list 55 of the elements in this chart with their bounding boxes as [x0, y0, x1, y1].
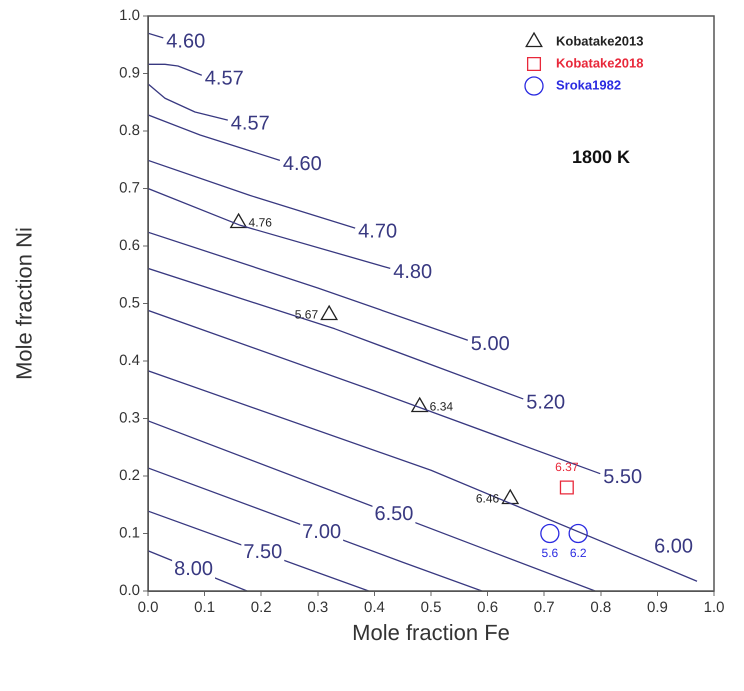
y-tick-label: 0.2 — [119, 467, 140, 484]
y-tick-label: 1.0 — [119, 7, 140, 24]
y-tick-label: 0.5 — [119, 294, 140, 312]
annotation: 4.76 — [248, 215, 272, 230]
annotation: 5.67 — [294, 307, 318, 322]
series-label: 7.50 — [243, 541, 282, 564]
y-tick-label: 0.3 — [119, 410, 140, 427]
x-tick-label: 0.0 — [138, 599, 158, 616]
y-tick-label: 0.7 — [119, 180, 140, 197]
y-tick-label: 0.8 — [119, 122, 140, 140]
annotation: 1800 K — [572, 146, 630, 167]
y-tick-label: 0.1 — [119, 524, 140, 542]
x-tick-label: 0.4 — [364, 599, 385, 616]
legend-label: Kobatake2013 — [556, 34, 644, 49]
x-tick-label: 0.9 — [646, 599, 668, 616]
annotation: 6.34 — [430, 399, 454, 414]
x-tick-label: 0.6 — [477, 599, 498, 616]
annotation: 5.6 — [542, 546, 559, 560]
y-tick-label: 0.6 — [119, 237, 140, 254]
y-tick-label: 0.4 — [119, 352, 140, 370]
annotation: 6.37 — [555, 460, 579, 474]
annotation: 6.2 — [570, 546, 587, 560]
series-label: 7.00 — [302, 520, 342, 543]
series-label: 6.00 — [654, 536, 694, 558]
y-axis-title: Mole fraction Ni — [11, 227, 36, 380]
series-label: 8.00 — [174, 558, 214, 580]
x-tick-label: 0.5 — [420, 599, 442, 616]
y-tick-label: 0.9 — [119, 64, 140, 82]
series-label: 5.50 — [603, 466, 642, 488]
annotation: 6.46 — [476, 491, 500, 506]
point — [540, 524, 560, 544]
y-tick-label: 0.0 — [119, 582, 140, 600]
series-label: 4.70 — [358, 220, 398, 243]
point — [411, 397, 428, 412]
series-label: 5.00 — [470, 332, 510, 355]
series-label: 5.20 — [526, 391, 566, 414]
series-label: 4.60 — [166, 30, 206, 52]
point — [320, 305, 338, 320]
x-tick-label: 1.0 — [704, 599, 724, 616]
series-label: 4.60 — [282, 152, 322, 175]
legend-label: Kobatake2018 — [556, 56, 644, 71]
legend-label: Sroka1982 — [556, 78, 622, 93]
series-label: 4.57 — [230, 112, 270, 135]
series-label: 6.50 — [374, 503, 414, 526]
x-tick-label: 0.3 — [307, 599, 328, 616]
point — [560, 480, 574, 495]
point — [230, 213, 248, 228]
x-axis-title: Mole fraction Fe — [352, 620, 510, 645]
series-label: 4.57 — [204, 68, 244, 90]
x-tick-label: 0.7 — [534, 599, 555, 616]
series-label: 4.80 — [393, 260, 432, 283]
point — [568, 524, 588, 544]
x-tick-label: 0.8 — [590, 599, 612, 616]
x-tick-label: 0.2 — [250, 599, 272, 616]
x-tick-label: 0.1 — [194, 599, 216, 616]
